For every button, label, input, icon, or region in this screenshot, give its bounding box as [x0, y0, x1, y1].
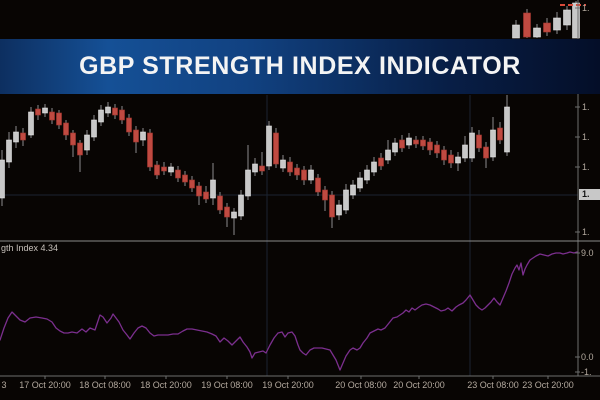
price-axis-label: 1. — [582, 227, 590, 237]
title-banner: GBP STRENGTH INDEX INDICATOR — [0, 39, 600, 94]
time-axis-label: 19 Oct 20:00 — [262, 380, 314, 390]
time-axis-label: 20 Oct 08:00 — [335, 380, 387, 390]
time-axis-label: 20 Oct 20:00 — [393, 380, 445, 390]
indicator-axis-label: 9.0 — [581, 248, 594, 258]
page-title: GBP STRENGTH INDEX INDICATOR — [79, 52, 521, 80]
indicator-legend-label: gth Index 4.34 — [1, 243, 59, 253]
price-axis-label: 1. — [582, 132, 590, 142]
current-price-badge: 1. — [579, 189, 600, 200]
indicator-axis-label: 0.0 — [581, 352, 594, 362]
price-axis-label: 1. — [582, 3, 590, 13]
time-axis-label: 23 Oct 20:00 — [522, 380, 574, 390]
price-axis-label: 1. — [582, 162, 590, 172]
indicator-axis-label: -1. — [581, 367, 592, 377]
price-axis-label: 1. — [582, 102, 590, 112]
time-axis-label: 17 Oct 20:00 — [19, 380, 71, 390]
time-axis-label: 18 Oct 08:00 — [79, 380, 131, 390]
time-axis-label: 19 Oct 08:00 — [201, 380, 253, 390]
time-axis-label: 18 Oct 20:00 — [140, 380, 192, 390]
time-axis-label: 23 Oct 08:00 — [467, 380, 519, 390]
time-axis-label: 3 — [1, 380, 7, 390]
